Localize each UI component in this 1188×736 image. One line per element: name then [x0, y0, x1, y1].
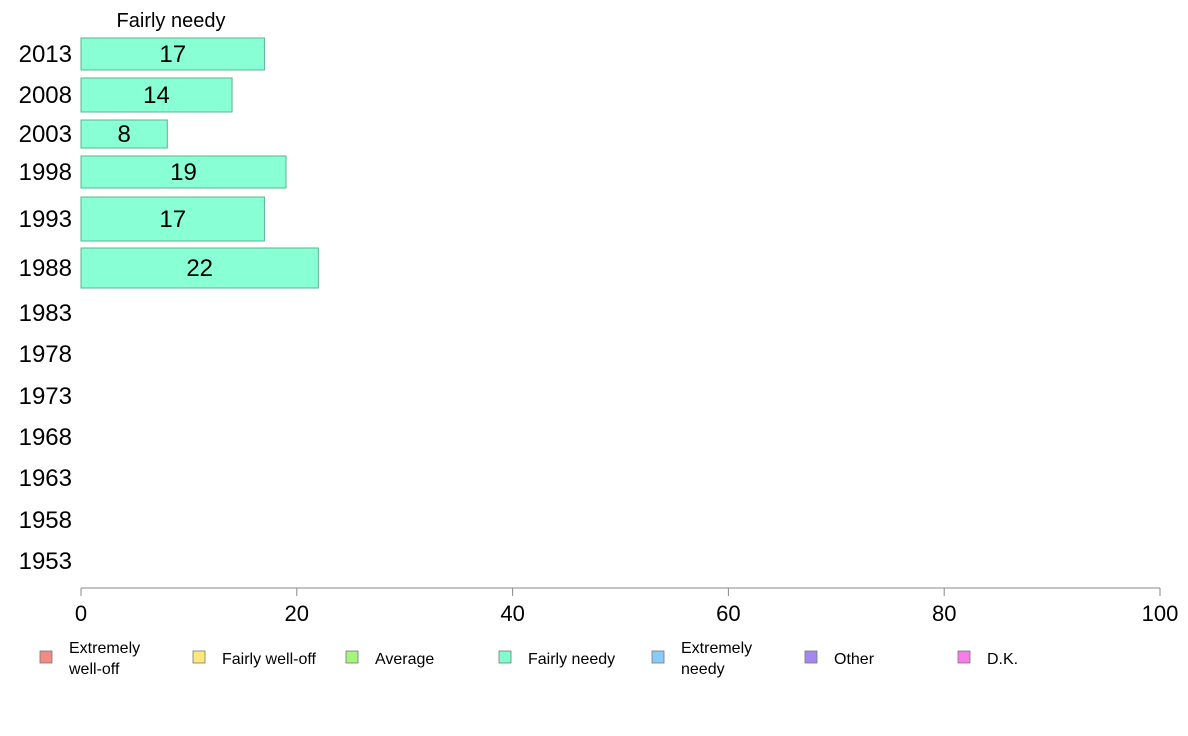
legend-swatch	[192, 650, 206, 664]
bar	[80, 247, 319, 289]
x-tick-label: 100	[1142, 601, 1179, 626]
chart-title: Fairly needy	[117, 10, 226, 32]
legend-item: Extremely well-off	[39, 640, 140, 678]
legend-label: Extremely well-off	[68, 640, 140, 678]
legend-swatch	[39, 650, 53, 664]
y-tick-label: 2013	[19, 41, 72, 68]
legend-label: Fairly needy	[528, 651, 615, 668]
bar-value-label: 17	[159, 206, 186, 233]
y-tick-label: 1993	[19, 206, 72, 233]
legend-swatch	[498, 650, 512, 664]
legend-swatch	[345, 650, 359, 664]
bar	[80, 119, 168, 149]
legend-item: Fairly well-off	[192, 650, 317, 668]
legend: Extremely well-off Fairly well-off Average F…	[39, 640, 1018, 678]
bar-value-label: 8	[117, 121, 130, 148]
y-tick-label: 2008	[19, 82, 72, 109]
legend-item: D.K.	[957, 650, 1018, 668]
legend-item: Extremely needy	[651, 640, 752, 678]
legend-item: Other	[804, 650, 875, 668]
bar-value-label: 17	[159, 41, 186, 68]
bar-value-label: 22	[186, 255, 213, 282]
x-tick-label: 40	[500, 601, 524, 626]
legend-label: D.K.	[987, 651, 1018, 668]
legend-item: Fairly needy	[498, 650, 615, 668]
bar	[80, 155, 287, 189]
y-axis-labels: 2013 2008 2003 1998 1993 1988 1983 1978 1973 1968…	[19, 41, 72, 575]
y-tick-label: 1958	[19, 507, 72, 534]
x-tick-label: 60	[716, 601, 740, 626]
bar	[80, 37, 265, 71]
legend-swatch	[804, 650, 818, 664]
y-tick-label: 1998	[19, 159, 72, 186]
x-axis: 0 20 40 60 80 100	[75, 587, 1179, 626]
x-tick-label: 0	[75, 601, 87, 626]
x-tick-label: 80	[932, 601, 956, 626]
legend-label: Other	[834, 651, 875, 668]
y-tick-label: 1963	[19, 465, 72, 492]
y-tick-label: 1968	[19, 424, 72, 451]
bar	[80, 77, 233, 113]
legend-swatch	[957, 650, 971, 664]
y-tick-label: 2003	[19, 121, 72, 148]
y-tick-label: 1988	[19, 255, 72, 282]
bar	[80, 196, 265, 242]
y-tick-label: 1953	[19, 548, 72, 575]
y-tick-label: 1973	[19, 383, 72, 410]
legend-swatch	[651, 650, 665, 664]
y-tick-label: 1978	[19, 341, 72, 368]
legend-label: Fairly well-off	[222, 651, 317, 668]
y-tick-label: 1983	[19, 300, 72, 327]
bar-value-label: 19	[170, 159, 197, 186]
bar-value-label: 14	[143, 82, 170, 109]
legend-label: Average	[375, 651, 434, 668]
legend-label: Extremely needy	[681, 640, 752, 678]
legend-item: Average	[345, 650, 434, 668]
x-tick-label: 20	[285, 601, 309, 626]
